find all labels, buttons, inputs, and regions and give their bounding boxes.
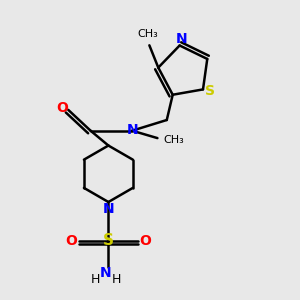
Text: O: O bbox=[56, 101, 68, 116]
Text: O: O bbox=[65, 234, 77, 248]
Text: CH₃: CH₃ bbox=[137, 29, 158, 39]
Text: N: N bbox=[100, 266, 111, 280]
Text: S: S bbox=[205, 84, 214, 98]
Text: O: O bbox=[140, 234, 152, 248]
Text: N: N bbox=[175, 32, 187, 46]
Text: CH₃: CH₃ bbox=[164, 135, 184, 145]
Text: H: H bbox=[91, 273, 101, 286]
Text: N: N bbox=[127, 123, 138, 137]
Text: S: S bbox=[103, 233, 114, 248]
Text: H: H bbox=[112, 273, 122, 286]
Text: N: N bbox=[103, 202, 114, 216]
